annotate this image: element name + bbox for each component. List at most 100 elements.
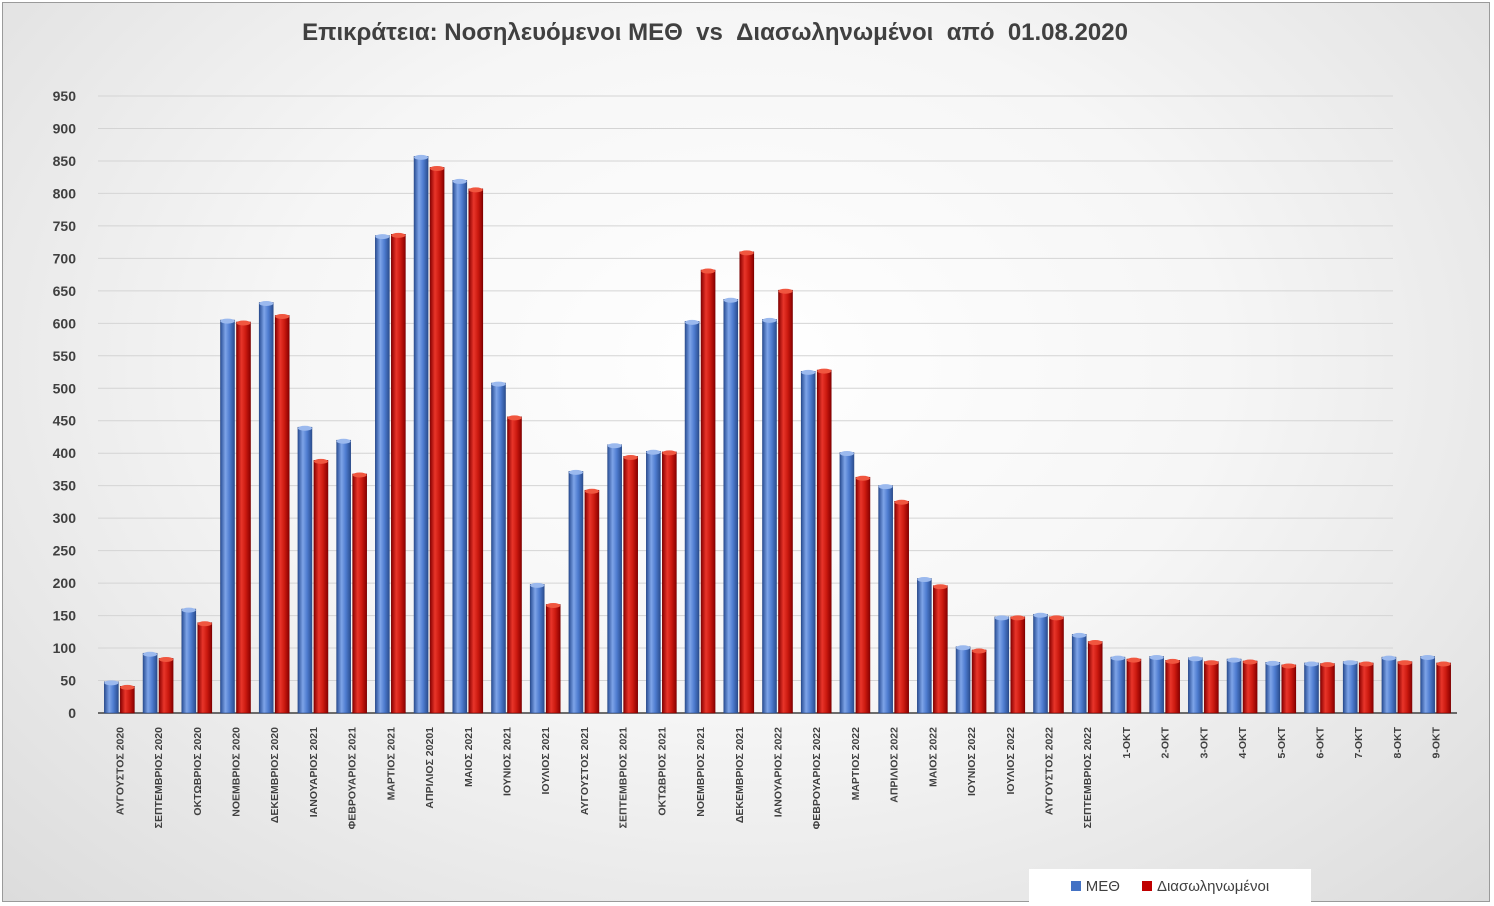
bar-intubated-8 [391,232,406,714]
bar-cap [197,621,212,627]
bar-cap [1320,662,1335,668]
bar-cap [491,381,506,387]
bar-intubated-9 [429,165,445,714]
bar-intubated-16 [700,268,716,714]
bar-cap [855,475,870,481]
bar-meth-29 [1188,656,1203,714]
bar-body [1165,660,1180,714]
x-tick-label: 6-ΟΚΤ [1315,726,1327,758]
bar-meth-17 [723,297,739,714]
x-tick-label: ΑΠΡΙΛΙΟΣ 20201 [424,727,436,809]
bar-body [839,452,855,714]
legend-swatch-series-1 [1070,881,1081,891]
bar-intubated-18 [778,288,793,714]
bar-cap [1088,640,1103,646]
bar-cap [801,369,816,375]
bar-body [491,382,506,714]
bar-meth-5 [258,301,274,714]
bar-body [894,500,909,714]
x-tick-label: ΔΕΚΕΜΒΡΙΟΣ 2021 [734,727,746,823]
bar-body [1071,634,1087,714]
x-axis-ticks: ΑΥΓΟΥΣΤΟΣ 2020 ΣΕΠΤΕΜΒΡΙΟΣ 2020 ΟΚΤΩΒΡΙΟΣ … [114,726,1442,829]
bar-cap [817,368,832,374]
x-tick-label: ΣΕΠΤΕΜΒΡΙΟΣ 2020 [153,727,165,828]
bar-intubated-21 [894,499,909,714]
bar-cap [685,319,700,325]
bar-intubated-33 [1358,661,1374,714]
bar-cap [917,577,932,583]
bar-meth-19 [800,369,816,714]
bar-cap [839,451,854,457]
bar-body [1033,613,1048,714]
bar-cap [933,584,948,590]
bar-meth-11 [491,381,506,714]
bar-meth-16 [684,319,700,714]
bar-body [352,473,367,714]
bar-meth-1 [104,680,119,714]
bar-intubated-29 [1204,660,1219,714]
y-tick-label: 900 [53,120,77,136]
bar-cap [1149,654,1164,660]
bar-body [1087,641,1103,714]
y-tick-label: 400 [53,445,77,461]
bar-meth-31 [1265,660,1281,714]
y-tick-label: 150 [53,608,77,624]
bar-meth-21 [878,484,893,714]
bar-cap [181,607,196,613]
bar-meth-8 [375,234,390,714]
y-tick-label: 800 [53,185,77,201]
bar-cap [430,165,445,171]
x-tick-label: ΙΟΥΝΙΟΣ 2021 [502,727,514,796]
bar-cap [1397,660,1412,666]
bar-intubated-22 [933,584,948,714]
legend-entry-series-1: ΜΕΘ [1070,878,1120,895]
bar-intubated-2 [158,656,174,714]
x-tick-label: ΝΟΕΜΒΡΙΟΣ 2021 [695,727,707,817]
bar-intubated-5 [274,314,290,714]
bar-body [313,460,329,714]
bar-body [336,439,351,714]
x-tick-label: 3-ΟΚΤ [1198,726,1210,758]
bar-body [778,289,793,714]
bar-cap [1033,612,1048,618]
x-tick-label: ΑΠΡΙΛΙΟΣ 2022 [889,727,901,803]
bar-cap [1436,661,1451,667]
bar-cap [159,656,174,662]
bar-cap [762,317,777,323]
bar-cap [956,645,971,651]
bar-body [197,622,213,714]
bar-body [297,426,313,714]
bar-body [181,608,197,714]
bar-cap [1110,655,1125,661]
bar-cap [352,472,367,478]
bar-cap [336,438,351,444]
bar-meth-27 [1110,655,1126,714]
bar-body [120,686,135,714]
bar-cap [1049,615,1064,621]
bar-body [933,585,948,714]
x-tick-label: 8-ΟΚΤ [1392,726,1404,758]
bar-meth-34 [1381,655,1397,714]
bar-meth-13 [568,469,584,714]
bar-cap [375,234,390,240]
bar-body [236,321,251,714]
bar-cap [1126,657,1141,663]
plot-area: 0 50 100 150 200 250 300 350 400 450 500 550 600 650 7… [53,88,1457,829]
y-tick-label: 750 [53,218,77,234]
x-tick-label: ΙΟΥΛΙΟΣ 2021 [540,727,552,795]
x-tick-label: ΦΕΒΡΟΥΑΡΙΟΣ 2021 [347,727,359,830]
x-tick-label: ΑΥΓΟΥΣΤΟΣ 2020 [114,727,126,815]
bar-body [955,646,971,714]
bar-cap [646,449,661,455]
bar-intubated-19 [816,368,832,714]
x-tick-label: ΙΑΝΟΥΑΡΙΟΣ 2022 [773,727,785,817]
bar-meth-4 [220,318,235,714]
bar-cap [607,443,622,449]
bar-cap [1381,655,1396,661]
bar-body [878,485,893,714]
bar-cap [623,454,638,460]
x-tick-label: ΣΕΠΤΕΜΒΡΙΟΣ 2021 [618,727,630,828]
y-tick-label: 100 [53,640,77,656]
bar-meth-22 [917,577,932,714]
bar-cap [1072,632,1087,638]
